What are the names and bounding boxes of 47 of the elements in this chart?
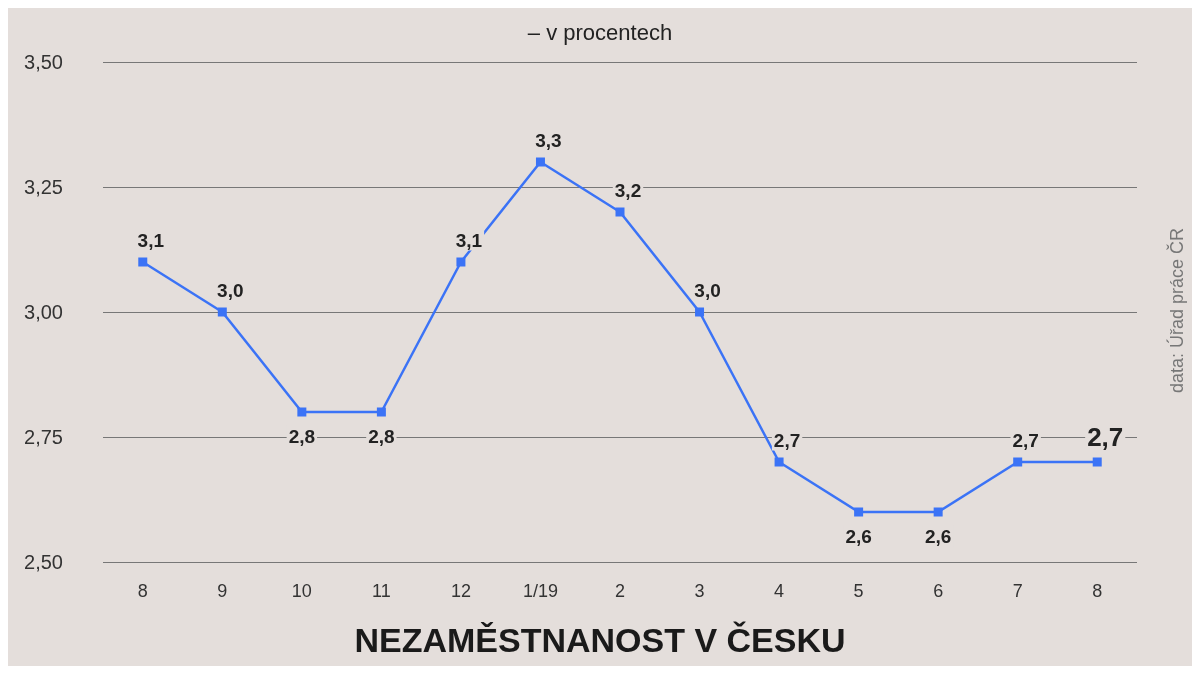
x-tick-label: 5 bbox=[853, 581, 864, 601]
x-tick-label: 9 bbox=[217, 581, 228, 601]
data-label: 2,6 bbox=[845, 525, 872, 547]
x-tick-label: 7 bbox=[1012, 581, 1023, 601]
data-label: 3,0 bbox=[217, 279, 244, 301]
point bbox=[774, 457, 784, 467]
text: NEZAMĚSTNANOST V ČESKU bbox=[354, 621, 846, 659]
x-tick-label: 8 bbox=[1092, 581, 1103, 601]
point bbox=[933, 507, 943, 517]
y-tick-label: 3,25 bbox=[24, 176, 63, 198]
data-label: 2,8 bbox=[368, 425, 395, 447]
point bbox=[456, 257, 466, 267]
x-tick-label: 11 bbox=[372, 581, 391, 601]
x-tick-label: 3 bbox=[694, 581, 705, 601]
x-tick-label: 1/19 bbox=[522, 581, 558, 601]
point bbox=[1092, 457, 1102, 467]
point bbox=[138, 257, 148, 267]
x-tick-label: 8 bbox=[137, 581, 148, 601]
point bbox=[217, 307, 227, 317]
data-label: 2,8 bbox=[288, 425, 316, 447]
x-tick-label: 4 bbox=[774, 581, 785, 601]
point bbox=[615, 207, 625, 217]
y-tick-label: 3,50 bbox=[24, 51, 63, 73]
data-label: 3,3 bbox=[535, 129, 562, 151]
data-label: 2,7 bbox=[1087, 421, 1124, 452]
point bbox=[535, 157, 545, 167]
data-label: 2,7 bbox=[773, 429, 801, 451]
text: data: Úřad práce ČR bbox=[1166, 228, 1187, 394]
x-tick-label: 2 bbox=[614, 581, 626, 601]
point bbox=[297, 407, 307, 417]
point bbox=[376, 407, 386, 417]
data-label: 3,0 bbox=[694, 279, 721, 301]
data-label: 3,1 bbox=[137, 229, 165, 251]
x-tick-label: 6 bbox=[933, 581, 944, 601]
chart-subtitle: – v procentech bbox=[527, 19, 673, 45]
point bbox=[854, 507, 864, 517]
data-label: 3,1 bbox=[455, 229, 483, 251]
y-tick-label: 3,00 bbox=[24, 301, 63, 323]
point bbox=[695, 307, 705, 317]
data-label: 3,2 bbox=[614, 179, 642, 201]
data-label: 2,6 bbox=[924, 525, 952, 547]
data-label: 2,7 bbox=[1012, 429, 1039, 451]
y-tick-label: 2,50 bbox=[24, 551, 63, 573]
point bbox=[1013, 457, 1023, 467]
x-tick-label: 12 bbox=[450, 581, 471, 601]
x-tick-label: 10 bbox=[291, 581, 312, 601]
y-tick-label: 2,75 bbox=[24, 426, 63, 448]
